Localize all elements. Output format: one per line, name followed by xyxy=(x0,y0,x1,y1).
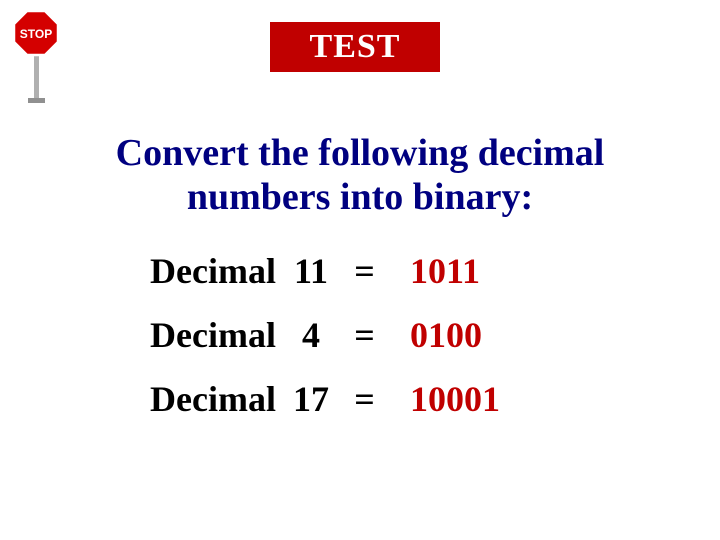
conversion-equals: = xyxy=(337,378,392,420)
conversion-row: Decimal 11 = 1011 xyxy=(150,250,610,292)
conversion-label: Decimal xyxy=(150,378,285,420)
prompt-line-2: numbers into binary: xyxy=(187,176,533,218)
conversion-equals: = xyxy=(337,250,392,292)
conversion-binary: 1011 xyxy=(392,250,480,292)
conversion-label: Decimal xyxy=(150,314,285,356)
conversion-binary: 0100 xyxy=(392,314,482,356)
stop-sign-icon: STOP xyxy=(10,8,62,103)
conversion-decimal: 11 xyxy=(285,250,337,292)
conversion-row: Decimal 17 = 10001 xyxy=(150,378,610,420)
header-box: TEST xyxy=(270,22,440,72)
header-label: TEST xyxy=(310,28,401,66)
conversion-row: Decimal 4 = 0100 xyxy=(150,314,610,356)
conversion-list: Decimal 11 = 1011 Decimal 4 = 0100 Decim… xyxy=(150,250,610,442)
conversion-equals: = xyxy=(337,314,392,356)
conversion-binary: 10001 xyxy=(392,378,500,420)
conversion-decimal: 17 xyxy=(285,378,337,420)
stop-sign-base xyxy=(28,98,45,103)
conversion-decimal: 4 xyxy=(285,314,337,356)
prompt-text: Convert the following decimal numbers in… xyxy=(0,132,720,219)
stop-sign-pole xyxy=(34,50,39,103)
prompt-line-1: Convert the following decimal xyxy=(116,132,605,174)
stop-sign-text: STOP xyxy=(20,27,52,41)
conversion-label: Decimal xyxy=(150,250,285,292)
